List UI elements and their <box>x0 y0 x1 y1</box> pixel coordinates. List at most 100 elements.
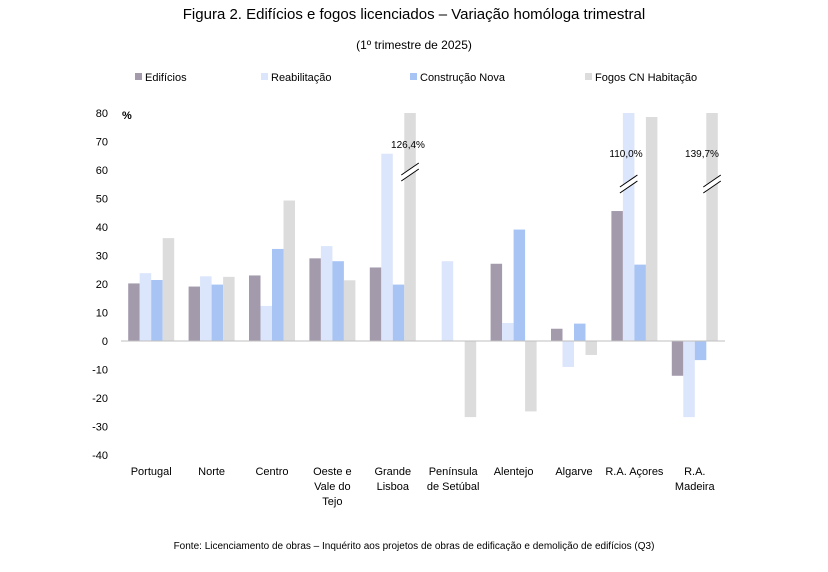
bar-fogos-cn-habitação <box>525 341 537 412</box>
bar-reabilitação <box>441 261 454 341</box>
bar-construção-nova <box>694 341 707 361</box>
bar-fogos-cn-habitação <box>645 116 658 342</box>
category-label-line: Península <box>429 466 479 478</box>
category-label-line: R.A. <box>684 466 705 478</box>
legend-swatch-1 <box>135 73 142 80</box>
bar-construção-nova <box>392 284 405 341</box>
category-label: R.A. Madeira <box>675 466 716 493</box>
bar-fogos-cn-habitação <box>223 276 235 341</box>
axis-break-gap <box>401 163 419 181</box>
bar-fogos-cn-habitação <box>585 341 597 355</box>
chart-subtitle: (1º trimestre de 2025) <box>356 38 472 52</box>
y-tick-label: 70 <box>96 137 108 149</box>
legend-label-1: Edifícios <box>145 72 187 84</box>
axis-break-gap <box>703 175 721 193</box>
bar-reabilitação <box>502 323 514 341</box>
category-label-line: de Setúbal <box>427 481 480 493</box>
bar-reabilitação <box>381 153 393 341</box>
category-label: R.A. Açores <box>605 466 664 478</box>
bar-construção-nova <box>211 284 224 341</box>
bar-edifícios <box>671 341 684 376</box>
bar-edifícios <box>249 275 261 341</box>
y-tick-label: 80 <box>96 108 108 120</box>
y-tick-label: 10 <box>96 308 108 320</box>
bar-construção-nova <box>332 261 344 341</box>
bar-reabilitação <box>320 246 333 341</box>
y-tick-label: 50 <box>96 194 108 206</box>
category-label-line: Centro <box>255 466 288 478</box>
category-label-line: Alentejo <box>494 466 534 478</box>
y-tick-label: -30 <box>92 422 108 434</box>
bar-fogos-cn-habitação <box>343 280 356 341</box>
bar-edifícios <box>611 211 623 341</box>
category-label-line: Norte <box>198 466 225 478</box>
chart-source: Fonte: Licenciamento de obras – Inquérit… <box>173 541 655 552</box>
y-tick-label: 60 <box>96 165 108 177</box>
bar-edifícios <box>369 267 382 341</box>
bar-reabilitação <box>683 341 695 418</box>
category-label-line: Lisboa <box>377 481 410 493</box>
axis-break-mark <box>401 168 420 182</box>
bar-fogos-cn-habitação <box>162 238 175 341</box>
bar-fogos-cn-habitação <box>464 341 477 418</box>
legend-label-2: Reabilitação <box>271 72 332 84</box>
category-label-line: Tejo <box>322 496 342 508</box>
axis-break-mark <box>401 162 420 176</box>
axis-break-gap <box>619 175 638 193</box>
category-label: Portugal <box>131 466 172 478</box>
chart-title: Figura 2. Edifícios e fogos licenciados … <box>182 6 646 23</box>
bar-fogos-cn-habitação <box>706 113 718 341</box>
category-label: Oeste e Vale do Tejo <box>313 466 352 508</box>
bar-construção-nova <box>151 280 163 341</box>
bar-reabilitação <box>260 305 272 341</box>
category-label: Norte <box>198 466 225 478</box>
bar-fogos-cn-habitação <box>404 113 416 341</box>
bar-reabilitação <box>622 113 635 341</box>
category-label: Península de Setúbal <box>427 466 480 493</box>
axis-break-mark <box>703 180 722 194</box>
y-tick-label: 40 <box>96 222 108 234</box>
bar-reabilitação <box>562 341 574 367</box>
bar-edifícios <box>551 328 563 341</box>
category-label: Algarve <box>555 466 592 478</box>
y-tick-label: -40 <box>92 450 108 462</box>
y-tick-label: 0 <box>102 336 108 348</box>
bar-construção-nova <box>513 229 526 341</box>
bar-edifícios <box>309 258 321 341</box>
axis-break-mark <box>703 174 722 188</box>
category-label-line: Portugal <box>131 466 172 478</box>
axis-break-mark <box>619 180 638 194</box>
category-label: Grande Lisboa <box>374 466 411 493</box>
legend-label-3: Construção Nova <box>420 72 506 84</box>
legend-swatch-4 <box>585 73 592 80</box>
category-label-line: Algarve <box>555 466 592 478</box>
category-label-line: Grande <box>374 466 411 478</box>
data-label: 110,0% <box>609 149 642 160</box>
y-tick-label: 30 <box>96 251 108 263</box>
category-label: Alentejo <box>494 466 534 478</box>
y-tick-label: -20 <box>92 393 108 405</box>
bar-reabilitação <box>200 276 212 341</box>
bar-construção-nova <box>272 248 284 341</box>
legend-swatch-2 <box>261 73 268 80</box>
y-tick-label: -10 <box>92 365 108 377</box>
category-label: Centro <box>255 466 288 478</box>
category-label-line: R.A. Açores <box>605 466 664 478</box>
bar-construção-nova <box>634 264 646 341</box>
data-label: 139,7% <box>685 149 719 160</box>
category-label-line: Vale do <box>314 481 351 493</box>
bar-reabilitação <box>139 273 152 341</box>
data-label: 126,4% <box>391 140 425 151</box>
axis-break-mark <box>619 174 638 188</box>
category-label-line: Madeira <box>675 481 716 493</box>
bar-edifícios <box>128 283 140 341</box>
category-label-line: Oeste e <box>313 466 352 478</box>
legend-label-4: Fogos CN Habitação <box>595 72 697 84</box>
y-tick-label: 20 <box>96 279 108 291</box>
legend-swatch-3 <box>410 73 417 80</box>
bar-edifícios <box>490 263 503 341</box>
bar-fogos-cn-habitação <box>283 200 295 341</box>
bar-construção-nova <box>574 323 586 341</box>
bar-edifícios <box>188 286 201 341</box>
